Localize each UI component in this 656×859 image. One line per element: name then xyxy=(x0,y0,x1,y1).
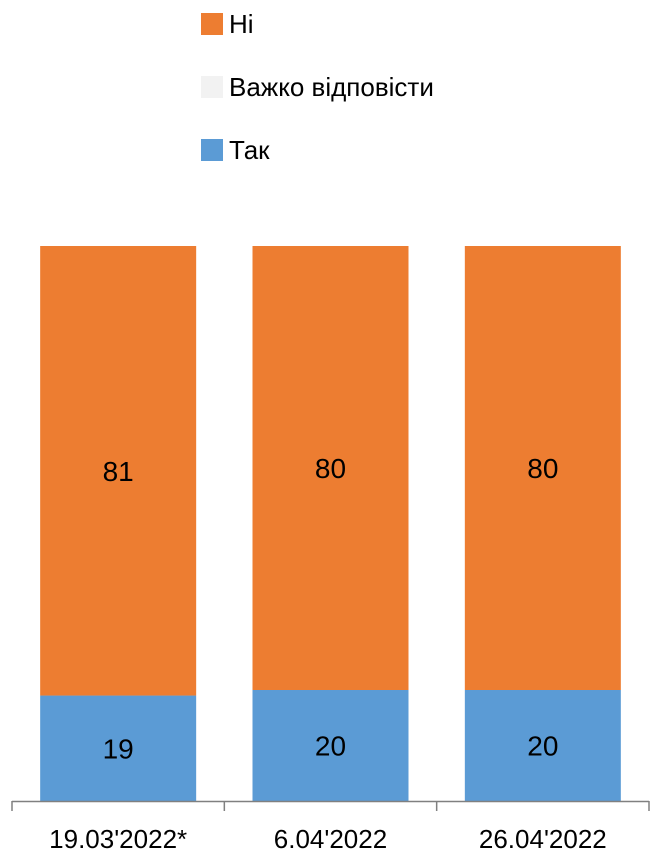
bar-segment-0-0 xyxy=(40,695,197,801)
bar-segment-0-1 xyxy=(252,690,409,801)
x-tick-label-0: 19.03'2022* xyxy=(49,824,187,854)
legend-swatch-no xyxy=(201,13,223,35)
data-label-0-2: 20 xyxy=(527,731,558,762)
x-tick-label-1: 6.04'2022 xyxy=(274,824,387,854)
data-label-2-0: 81 xyxy=(103,456,134,487)
bar-segment-0-2 xyxy=(464,690,621,801)
legend-item-no: Ні xyxy=(201,7,254,41)
legend-label-hard-to-say: Важко відповісти xyxy=(229,72,434,102)
x-tick-label-2: 26.04'2022 xyxy=(479,824,607,854)
data-label-0-1: 20 xyxy=(315,731,346,762)
legend-swatch-yes xyxy=(201,139,223,161)
legend-item-yes: Так xyxy=(201,133,270,167)
data-label-2-2: 80 xyxy=(527,453,558,484)
legend-label-yes: Так xyxy=(229,135,270,165)
data-label-2-1: 80 xyxy=(315,453,346,484)
bar-segment-2-2 xyxy=(464,246,621,690)
data-label-0-0: 19 xyxy=(103,733,134,764)
bar-segment-2-0 xyxy=(40,246,197,696)
legend-swatch-hard-to-say xyxy=(201,76,223,98)
legend-label-no: Ні xyxy=(229,9,254,39)
bar-segment-2-1 xyxy=(252,246,409,690)
legend-item-hard-to-say: Важко відповісти xyxy=(201,70,434,104)
